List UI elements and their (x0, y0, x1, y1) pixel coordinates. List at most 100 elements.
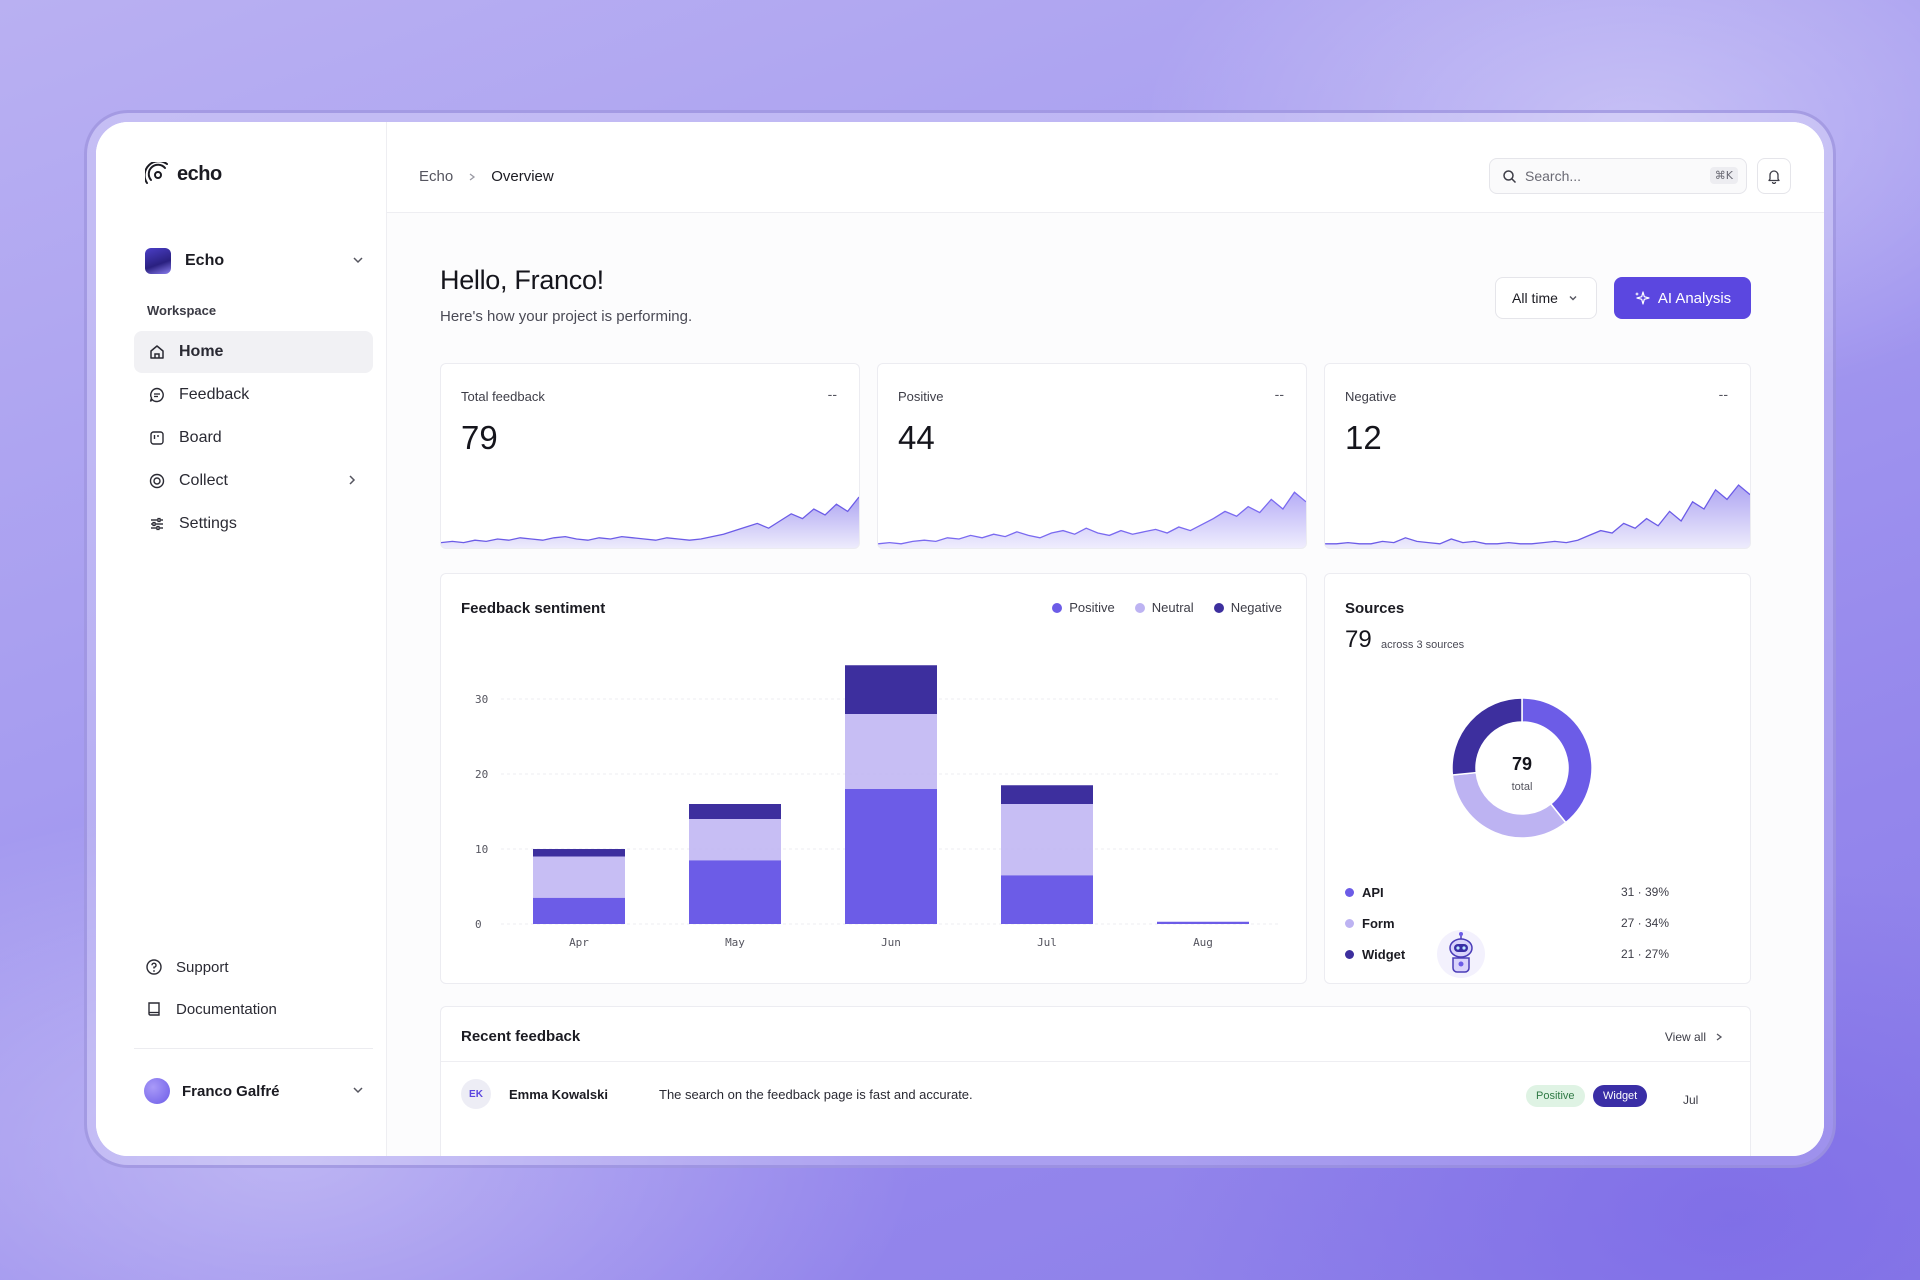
source-row-api[interactable]: API 31 · 39% (1345, 882, 1711, 902)
stat-delta: -- (827, 386, 837, 402)
source-value: 31 · 39% (1620, 885, 1669, 899)
feedback-text: The search on the feedback page is fast … (659, 1086, 973, 1102)
nav-label: Support (176, 958, 229, 976)
search-shortcut: ⌘K (1709, 167, 1738, 184)
search-icon (1503, 169, 1517, 183)
x-tick-label: Jun (881, 936, 901, 949)
sidebar-divider (134, 1048, 373, 1049)
bar-segment-positive (1157, 921, 1249, 924)
breadcrumb-current: Overview (491, 168, 554, 185)
nav-item-documentation[interactable]: Documentation (144, 988, 364, 1030)
app-logo[interactable]: echo (145, 162, 222, 186)
workspace-name: Echo (185, 252, 225, 269)
legend-dot (1052, 602, 1063, 613)
sparkline-line (441, 496, 859, 544)
chevron-down-icon (353, 1087, 363, 1094)
nav-item-settings[interactable]: Settings (134, 503, 373, 545)
x-tick-label: Jul (1037, 936, 1057, 949)
y-tick-label: 20 (475, 768, 488, 781)
sources-total: 79 (1345, 626, 1372, 653)
logo-text: echo (177, 162, 222, 185)
nav-item-board[interactable]: Board (134, 417, 373, 459)
nav-label: Documentation (176, 1000, 277, 1018)
help-icon (144, 957, 164, 977)
workspace-switcher[interactable]: Echo (145, 246, 365, 276)
nav-item-feedback[interactable]: Feedback (134, 374, 373, 416)
stat-value: 79 (461, 419, 498, 456)
search-input[interactable] (1525, 168, 1695, 184)
chevron-down-icon (353, 257, 363, 264)
nav-label: Settings (179, 515, 237, 532)
chevron-right-icon (1716, 1033, 1723, 1041)
breadcrumb: Echo Overview (419, 168, 554, 185)
divider (441, 1061, 1750, 1062)
nav-label: Collect (179, 472, 228, 489)
sparkline-area (878, 492, 1306, 548)
bar-segment-positive (533, 897, 625, 924)
stat-value: 44 (898, 419, 935, 456)
home-icon (147, 342, 167, 362)
bar-segment-neutral (845, 714, 937, 789)
source-row-widget[interactable]: Widget 21 · 27% (1345, 944, 1711, 964)
legend-item-positive[interactable]: Positive (1052, 600, 1115, 615)
book-icon (144, 999, 164, 1019)
notifications-button[interactable] (1757, 158, 1791, 194)
collect-icon (147, 471, 167, 491)
legend-dot (1213, 602, 1224, 613)
topbar: Echo Overview ⌘K (387, 122, 1824, 213)
source-dot (1345, 949, 1354, 959)
stat-card-total[interactable]: Total feedback -- 79 (440, 363, 860, 549)
search-box[interactable]: ⌘K (1489, 158, 1747, 194)
bell-icon (1768, 170, 1780, 184)
sparkline-area (1325, 485, 1750, 548)
source-row-form[interactable]: Form 27 · 34% (1345, 913, 1711, 933)
chat-icon (147, 385, 167, 405)
y-tick-label: 30 (475, 693, 488, 706)
nav-label: Board (179, 429, 222, 446)
donut-total-label: total (1512, 781, 1533, 793)
feedback-date: Jul (1683, 1093, 1699, 1107)
ai-analysis-label: AI Analysis (1657, 289, 1732, 307)
donut-total: 79 (1512, 754, 1532, 774)
stat-card-positive[interactable]: Positive -- 44 (877, 363, 1307, 549)
stat-card-negative[interactable]: Negative -- 12 (1324, 363, 1751, 549)
user-menu[interactable]: Franco Galfré (144, 1074, 365, 1108)
main-content: Echo Overview ⌘K Hello, Franco! Here's h… (387, 122, 1824, 1156)
sentiment-badge: Positive (1526, 1085, 1585, 1107)
source-name: Widget (1362, 946, 1406, 962)
ai-analysis-button[interactable]: AI Analysis (1614, 277, 1751, 319)
avatar: EK (461, 1079, 491, 1109)
source-dot (1345, 887, 1354, 897)
x-tick-label: May (725, 936, 745, 949)
bar-segment-neutral (1001, 804, 1093, 876)
nav-item-support[interactable]: Support (144, 946, 364, 988)
legend-item-negative[interactable]: Negative (1213, 600, 1282, 615)
source-name: Form (1362, 915, 1395, 931)
donut-slice-form (1451, 771, 1567, 839)
feedback-row[interactable]: EK Emma Kowalski The search on the feedb… (461, 1077, 1730, 1111)
sentiment-bar-chart: 0 10 20 30 Apr May Jun Jul Aug (475, 665, 1281, 949)
stat-title: Positive (898, 389, 944, 404)
legend-label: Negative (1230, 600, 1282, 615)
sparkline (878, 491, 1306, 548)
sidebar: echo Echo Workspace Home Feedback (96, 122, 387, 1156)
sources-donut-chart: 79 total (1451, 697, 1593, 839)
legend-item-neutral[interactable]: Neutral (1134, 600, 1194, 615)
nav-item-home[interactable]: Home (134, 331, 373, 373)
y-tick-label: 0 (475, 918, 482, 931)
breadcrumb-item[interactable]: Echo (419, 168, 454, 185)
stat-delta: -- (1274, 386, 1284, 402)
nav-item-collect[interactable]: Collect (134, 460, 373, 502)
avatar (144, 1078, 170, 1104)
stat-value: 12 (1345, 419, 1382, 456)
time-range-select[interactable]: All time (1495, 277, 1597, 319)
x-tick-label: Apr (569, 936, 589, 949)
time-range-value: All time (1512, 290, 1558, 306)
recent-feedback-card: Recent feedback View all EK Emma Kowalsk… (440, 1006, 1751, 1156)
sliders-icon (147, 514, 167, 534)
assistant-bot-icon[interactable] (1436, 924, 1486, 984)
sources-subtitle: across 3 sources (1381, 639, 1465, 651)
chart-legend: Positive Neutral Negative (1052, 600, 1282, 615)
view-all-link[interactable]: View all (1665, 1030, 1724, 1044)
sparkline (1325, 484, 1750, 548)
